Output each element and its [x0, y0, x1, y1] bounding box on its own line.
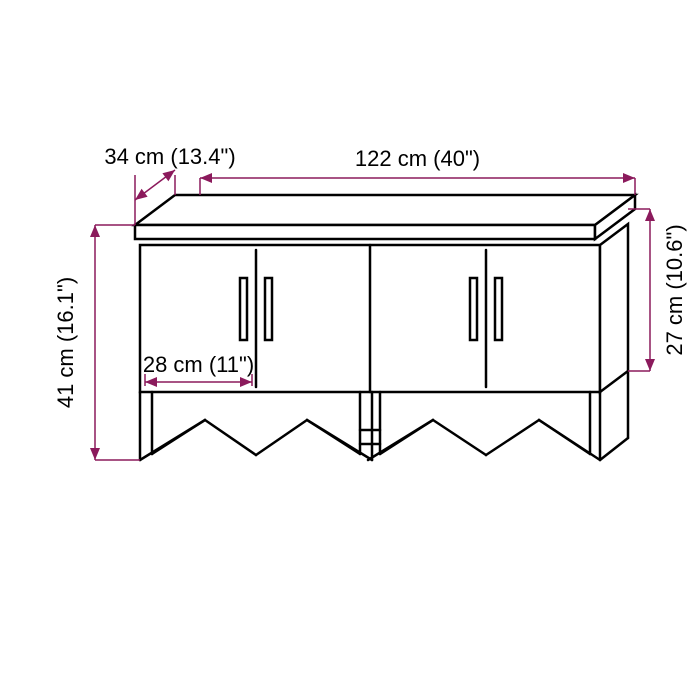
dim-body-height-label: 27 cm (10.6") [662, 224, 687, 355]
dim-width-label: 122 cm (40") [355, 146, 480, 171]
handle-1 [240, 278, 247, 340]
handle-4 [495, 278, 502, 340]
handle-3 [470, 278, 477, 340]
dim-door-width-label: 28 cm (11") [143, 352, 254, 377]
top-surface [135, 195, 635, 225]
furniture-dimension-diagram: 34 cm (13.4") 122 cm (40") 41 cm (16.1") 28… [0, 0, 700, 700]
cabinet-right-side [600, 224, 628, 392]
handle-2 [265, 278, 272, 340]
top-front-edge [135, 225, 595, 239]
dim-height-label: 41 cm (16.1") [53, 277, 78, 408]
dim-depth-label: 34 cm (13.4") [104, 144, 235, 169]
